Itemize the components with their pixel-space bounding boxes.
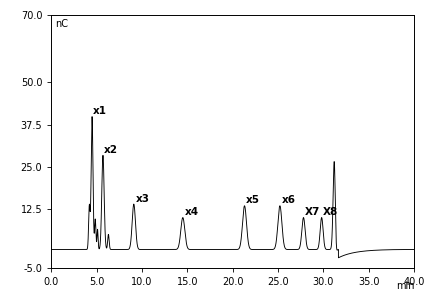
Text: min: min [395,282,413,292]
Text: nC: nC [55,19,68,29]
Text: x3: x3 [135,194,149,204]
Text: x4: x4 [184,207,198,217]
Text: x5: x5 [246,195,260,205]
Text: X8: X8 [322,207,337,217]
Text: x6: x6 [281,195,295,205]
Text: x1: x1 [93,106,107,116]
Text: x2: x2 [104,145,118,155]
Text: X7: X7 [304,207,320,217]
